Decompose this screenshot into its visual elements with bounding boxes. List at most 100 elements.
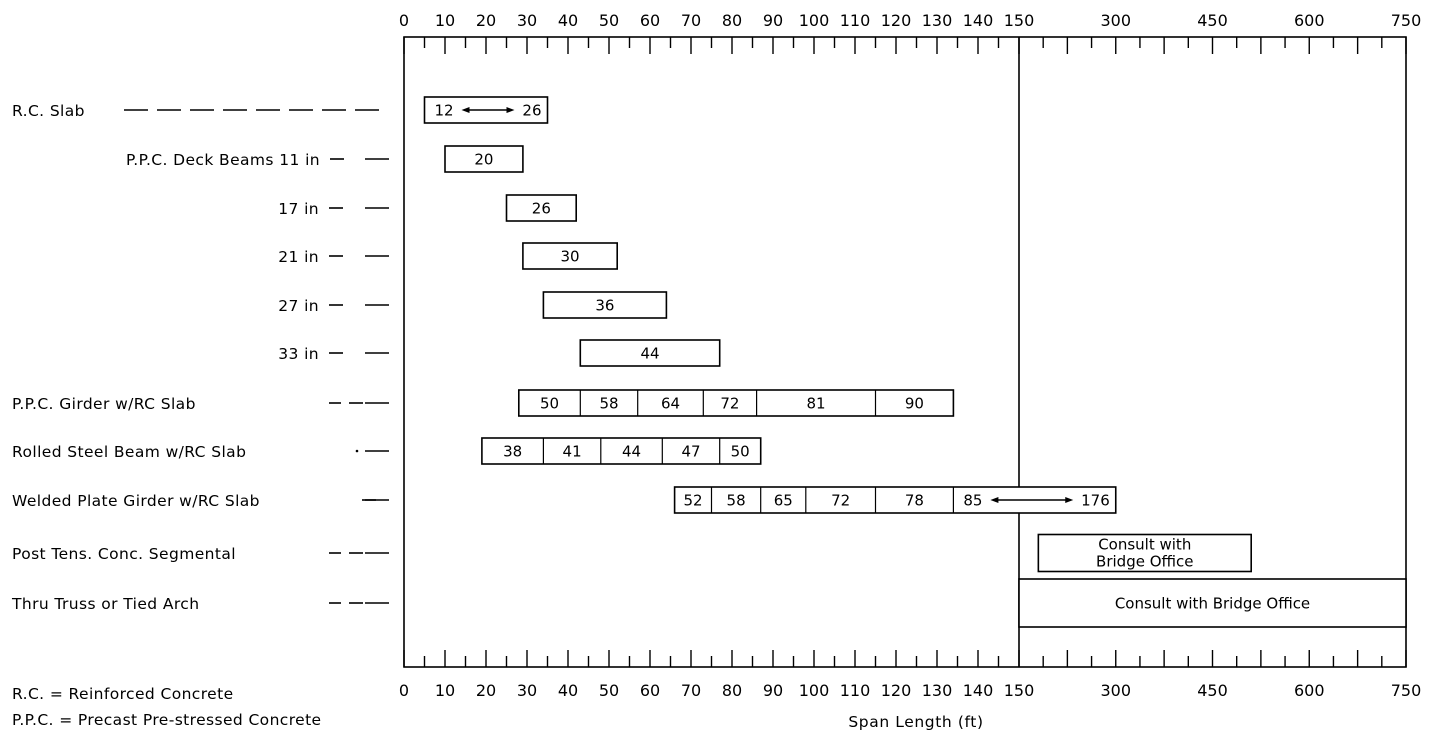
arrow-head-left — [461, 107, 470, 113]
span-row: 33 in 44 — [278, 339, 721, 367]
tick-label-top: 120 — [881, 11, 912, 30]
tick-label-bottom: 20 — [476, 681, 496, 700]
footnote-rc: R.C. = Reinforced Concrete — [12, 685, 234, 703]
tick-label-bottom: 600 — [1294, 681, 1325, 700]
range-end-label: 26 — [522, 102, 541, 120]
row-label: 27 in — [278, 297, 319, 315]
double-arrow — [990, 497, 1074, 503]
span-row: Post Tens. Conc. Segmental Consult withBr… — [12, 533, 1252, 573]
tick-label-bottom: 60 — [640, 681, 660, 700]
range-box — [517, 389, 955, 417]
range-box — [542, 291, 668, 319]
tick-label-bottom: 750 — [1391, 681, 1422, 700]
tick-label-bottom: 10 — [435, 681, 455, 700]
axis-tick-labels: 0 0 10 10 20 20 30 30 40 40 50 50 60 60 70 70 80 80 90 90 10… — [399, 11, 1421, 700]
range-box — [1037, 533, 1252, 573]
span-row: 27 in 36 — [278, 291, 668, 319]
range-box — [481, 437, 762, 465]
tick-label-top: 140 — [963, 11, 994, 30]
double-arrow — [461, 107, 515, 113]
segment-label: Consult with — [1098, 536, 1191, 554]
tick-label-bottom: 0 — [399, 681, 409, 700]
segment-label: Consult with Bridge Office — [1115, 595, 1310, 613]
tick-label-top: 80 — [722, 11, 742, 30]
tick-label-bottom: 130 — [922, 681, 953, 700]
tick-label-bottom: 300 — [1100, 681, 1131, 700]
tick-label-bottom: 140 — [963, 681, 994, 700]
plot-frame — [403, 36, 1407, 668]
range-box — [579, 339, 721, 367]
arrow-head-right — [1065, 497, 1074, 503]
tick-label-top: 150 — [1004, 11, 1035, 30]
segment-label: 20 — [474, 151, 493, 169]
segment-label: 58 — [727, 492, 746, 510]
range-box — [505, 194, 577, 222]
segment-label: 47 — [681, 443, 700, 461]
arrow-head-right — [506, 107, 515, 113]
segment-label: 52 — [684, 492, 703, 510]
row-label: Rolled Steel Beam w/RC Slab — [12, 443, 246, 461]
row-label: Welded Plate Girder w/RC Slab — [12, 492, 260, 510]
span-row: Welded Plate Girder w/RC Slab 52 58 65 72 78 8… — [12, 486, 1117, 514]
span-row: 17 in 26 — [278, 194, 577, 222]
tick-label-top: 60 — [640, 11, 660, 30]
tick-label-top: 50 — [599, 11, 619, 30]
tick-label-top: 100 — [799, 11, 830, 30]
tick-label-top: 70 — [681, 11, 701, 30]
tick-label-top: 0 — [399, 11, 409, 30]
axis-ticks — [403, 37, 1407, 667]
range-box — [444, 145, 524, 173]
tick-label-top: 90 — [763, 11, 783, 30]
tick-label-bottom: 150 — [1004, 681, 1035, 700]
leader-dot — [355, 449, 359, 453]
tick-label-bottom: 50 — [599, 681, 619, 700]
tick-label-top: 300 — [1100, 11, 1131, 30]
tick-label-top: 110 — [840, 11, 871, 30]
segment-label: 58 — [599, 395, 618, 413]
range-start-label: 12 — [435, 102, 454, 120]
row-label: Thru Truss or Tied Arch — [11, 595, 199, 613]
x-axis-title: Span Length (ft) — [848, 713, 983, 731]
segment-label: 26 — [532, 200, 551, 218]
range-start-label: 85 — [963, 492, 982, 510]
segment-label: 72 — [831, 492, 850, 510]
row-label: P.P.C. Girder w/RC Slab — [12, 395, 196, 413]
row-label: Post Tens. Conc. Segmental — [12, 545, 236, 563]
segment-label: 38 — [503, 443, 522, 461]
span-row: Thru Truss or Tied Arch Consult with Brid… — [11, 578, 1407, 628]
tick-label-top: 30 — [517, 11, 537, 30]
tick-label-bottom: 40 — [558, 681, 578, 700]
segment-label: 90 — [905, 395, 924, 413]
segment-label: 41 — [563, 443, 582, 461]
range-box — [1018, 578, 1407, 628]
tick-label-bottom: 80 — [722, 681, 742, 700]
tick-label-top: 750 — [1391, 11, 1422, 30]
tick-label-bottom: 100 — [799, 681, 830, 700]
footnote-ppc: P.P.C. = Precast Pre-stressed Concrete — [12, 711, 322, 729]
span-row: 21 in 30 — [278, 242, 619, 270]
tick-label-top: 10 — [435, 11, 455, 30]
segment-label: 64 — [661, 395, 680, 413]
segment-label: 44 — [640, 345, 659, 363]
row-label: R.C. Slab — [12, 102, 85, 120]
tick-label-bottom: 450 — [1197, 681, 1228, 700]
row-label: 21 in — [278, 248, 319, 266]
tick-label-top: 40 — [558, 11, 578, 30]
row-label: 33 in — [278, 345, 319, 363]
segment-label: 44 — [622, 443, 641, 461]
tick-label-bottom: 90 — [763, 681, 783, 700]
segment-label: 30 — [561, 248, 580, 266]
row-label: P.P.C. Deck Beams 11 in — [126, 151, 320, 169]
segment-label: 36 — [595, 297, 614, 315]
tick-label-top: 450 — [1197, 11, 1228, 30]
tick-label-bottom: 120 — [881, 681, 912, 700]
row-label: 17 in — [278, 200, 319, 218]
range-end-label: 176 — [1081, 492, 1110, 510]
span-row: P.P.C. Girder w/RC Slab 50 58 64 72 81 90 — [12, 389, 955, 417]
segment-label: 50 — [540, 395, 559, 413]
span-row: P.P.C. Deck Beams 11 in 20 — [126, 145, 524, 173]
segment-label: 65 — [774, 492, 793, 510]
